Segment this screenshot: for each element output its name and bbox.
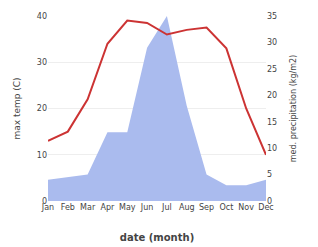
svg-text:5: 5 [267,170,272,179]
svg-text:35: 35 [267,12,277,21]
svg-text:20: 20 [37,104,47,113]
svg-text:May: May [119,203,136,212]
svg-text:Aug: Aug [179,203,195,212]
svg-text:25: 25 [267,65,277,74]
svg-text:max temp (C): max temp (C) [12,77,22,139]
svg-text:Feb: Feb [61,203,75,212]
svg-text:Nov: Nov [238,203,254,212]
svg-text:Mar: Mar [80,203,96,212]
svg-text:Jun: Jun [140,203,154,212]
svg-text:10: 10 [267,144,277,153]
svg-text:30: 30 [267,38,277,47]
svg-text:Oct: Oct [219,203,233,212]
svg-text:10: 10 [37,151,47,160]
svg-text:0: 0 [267,197,272,206]
svg-text:30: 30 [37,58,47,67]
svg-text:Jan: Jan [41,203,54,212]
svg-text:Dec: Dec [258,203,273,212]
svg-text:15: 15 [267,118,277,127]
svg-text:20: 20 [267,91,277,100]
svg-text:Sep: Sep [199,203,214,212]
svg-text:40: 40 [37,12,47,21]
svg-text:date (month): date (month) [120,232,194,243]
svg-text:med. precipitation (kg/m2): med. precipitation (kg/m2) [289,55,298,162]
svg-text:0: 0 [42,197,47,206]
svg-text:Jul: Jul [161,203,172,212]
svg-text:Apr: Apr [101,203,116,212]
